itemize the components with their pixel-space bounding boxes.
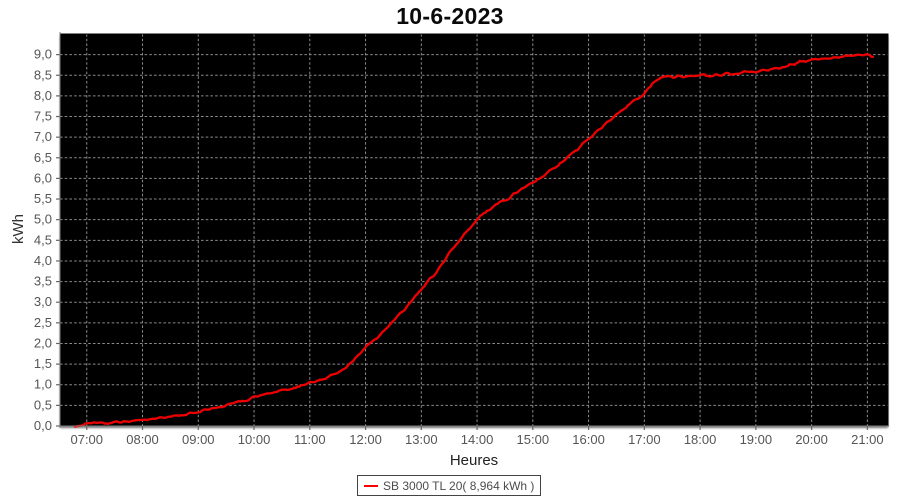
svg-text:13:00: 13:00 [405, 432, 438, 447]
svg-text:07:00: 07:00 [70, 432, 103, 447]
svg-text:20:00: 20:00 [795, 432, 828, 447]
svg-text:5,5: 5,5 [34, 191, 52, 206]
svg-text:17:00: 17:00 [628, 432, 661, 447]
svg-text:0,5: 0,5 [34, 397, 52, 412]
svg-text:16:00: 16:00 [572, 432, 605, 447]
svg-text:19:00: 19:00 [740, 432, 773, 447]
svg-text:0,0: 0,0 [34, 418, 52, 433]
svg-text:9,0: 9,0 [34, 47, 52, 62]
svg-text:1,5: 1,5 [34, 356, 52, 371]
svg-text:15:00: 15:00 [517, 432, 550, 447]
svg-text:8,0: 8,0 [34, 88, 52, 103]
svg-text:11:00: 11:00 [294, 432, 326, 447]
svg-text:6,5: 6,5 [34, 150, 52, 165]
svg-text:4,5: 4,5 [34, 232, 52, 247]
svg-text:10:00: 10:00 [238, 432, 271, 447]
svg-text:14:00: 14:00 [461, 432, 494, 447]
svg-text:4,0: 4,0 [34, 253, 52, 268]
svg-text:09:00: 09:00 [182, 432, 215, 447]
svg-text:18:00: 18:00 [684, 432, 717, 447]
svg-text:3,0: 3,0 [34, 294, 52, 309]
svg-text:08:00: 08:00 [126, 432, 159, 447]
svg-text:7,0: 7,0 [34, 129, 52, 144]
svg-text:8,5: 8,5 [34, 67, 52, 82]
svg-text:5,0: 5,0 [34, 212, 52, 227]
svg-text:12:00: 12:00 [349, 432, 382, 447]
svg-text:1,0: 1,0 [34, 377, 52, 392]
svg-text:2,0: 2,0 [34, 335, 52, 350]
svg-text:21:00: 21:00 [851, 432, 884, 447]
svg-text:3,5: 3,5 [34, 274, 52, 289]
svg-text:7,5: 7,5 [34, 109, 52, 124]
svg-text:6,0: 6,0 [34, 170, 52, 185]
svg-text:2,5: 2,5 [34, 315, 52, 330]
